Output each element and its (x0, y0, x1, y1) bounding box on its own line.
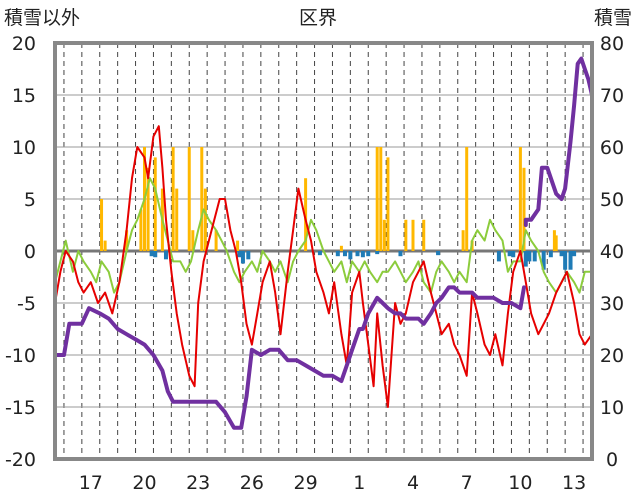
snowfall-bar (175, 188, 179, 251)
snowfall-bar (552, 230, 556, 251)
deficit-bar (348, 251, 353, 260)
snowfall-bar (386, 157, 390, 251)
snowfall-bar (103, 240, 107, 251)
snowfall-bar (146, 167, 150, 251)
left-tick-label: 5 (24, 189, 36, 211)
snowfall-bar (203, 188, 207, 251)
x-tick-label: 29 (294, 472, 318, 494)
snowfall-bar (522, 167, 526, 251)
snow-depth-line (523, 56, 594, 227)
left-axis-label: 積雪以外 (4, 7, 80, 29)
x-tick-label: 26 (240, 472, 264, 494)
snowfall-bar (214, 230, 218, 251)
right-tick-label: 50 (600, 189, 624, 211)
snowfall-bar (139, 209, 143, 251)
snowfall-bar (422, 219, 426, 251)
deficit-bar (240, 251, 245, 264)
deficit-bar (375, 251, 380, 255)
plot-frame (53, 41, 594, 461)
deficit-bar (548, 251, 553, 258)
snowfall-bar (171, 147, 175, 251)
temp-max-line (54, 125, 593, 408)
snowfall-bar (153, 157, 157, 251)
snowfall-bar (191, 230, 195, 251)
snowfall-bar (236, 240, 240, 251)
deficit-bar (532, 251, 537, 262)
snowfall-bar (379, 147, 383, 251)
deficit-bar (541, 251, 546, 270)
deficit-bar (496, 251, 501, 262)
deficit-bar (568, 251, 573, 270)
x-tick-label: 4 (407, 472, 419, 494)
x-tick-label: 7 (461, 472, 473, 494)
snowfall-bar (411, 219, 415, 251)
right-tick-labels: 80 70 60 50 40 30 20 10 0 (600, 33, 624, 471)
deficit-bar (153, 251, 158, 258)
left-tick-label: -20 (5, 449, 36, 471)
x-tick-label: 10 (508, 472, 532, 494)
deficit-bar (360, 251, 365, 258)
snow-depth-line (53, 285, 526, 430)
snowfall-bar (461, 230, 465, 251)
x-tick-label: 13 (562, 472, 586, 494)
deficit-bar (563, 251, 568, 270)
x-tick-labels: 17 20 23 26 29 1 4 7 10 13 (79, 472, 586, 494)
right-tick-label: 20 (600, 345, 624, 367)
deficit-bar (523, 251, 528, 267)
deficit-bar (149, 251, 154, 257)
snowfall-bar (375, 147, 379, 251)
right-tick-label: 80 (600, 33, 624, 55)
snowfall-bar (125, 230, 129, 251)
snowfall-bar (339, 245, 343, 251)
deficit-bar (355, 251, 360, 257)
x-tick-label: 1 (353, 472, 365, 494)
line-series (53, 56, 594, 430)
deficit-bar (342, 251, 347, 257)
snowfall-bar (382, 219, 386, 251)
left-tick-labels: 20 15 10 5 0 -5 -10 -15 -20 (5, 33, 36, 471)
deficit-bar (237, 251, 242, 258)
chart-title: 区界 (299, 7, 337, 29)
snowfall-bar (200, 147, 204, 251)
deficit-bar (335, 251, 340, 257)
right-tick-label: 30 (600, 293, 624, 315)
snowfall-bar (404, 219, 408, 251)
deficit-bar (436, 251, 441, 256)
snowfall-bar (100, 199, 104, 251)
x-tick-label: 20 (132, 472, 156, 494)
right-tick-label: 40 (600, 241, 624, 263)
deficit-bar (511, 251, 516, 258)
left-tick-label: 20 (12, 33, 36, 55)
deficit-bar (527, 251, 532, 262)
deficit-bar (163, 251, 168, 260)
right-axis-label: 積雪 (594, 7, 632, 29)
snowfall-bar (304, 178, 308, 251)
right-tick-label: 10 (600, 397, 624, 419)
deficit-bar (398, 251, 403, 257)
temp-mean-line (54, 177, 593, 294)
left-tick-label: -10 (5, 345, 36, 367)
left-tick-label: 15 (12, 85, 36, 107)
right-tick-label: 70 (600, 85, 624, 107)
snowfall-bar (518, 147, 522, 251)
deficit-bar (572, 251, 577, 257)
snowfall-bar (187, 147, 191, 251)
left-tick-label: -15 (5, 397, 36, 419)
snowfall-bar (554, 235, 558, 251)
deficit-bar (507, 251, 512, 257)
x-tick-label: 23 (186, 472, 210, 494)
deficit-bar (246, 251, 251, 260)
left-tick-label: -5 (17, 293, 36, 315)
deficit-bar (366, 251, 371, 257)
deficit-bar (317, 251, 322, 256)
snowfall-bar (465, 147, 469, 251)
deficit-bar (559, 251, 564, 257)
x-tick-label: 17 (79, 472, 103, 494)
right-tick-label: 0 (606, 449, 618, 471)
deficit-bars (149, 251, 577, 270)
left-tick-label: 0 (24, 241, 36, 263)
right-tick-label: 60 (600, 137, 624, 159)
left-tick-label: 10 (12, 137, 36, 159)
